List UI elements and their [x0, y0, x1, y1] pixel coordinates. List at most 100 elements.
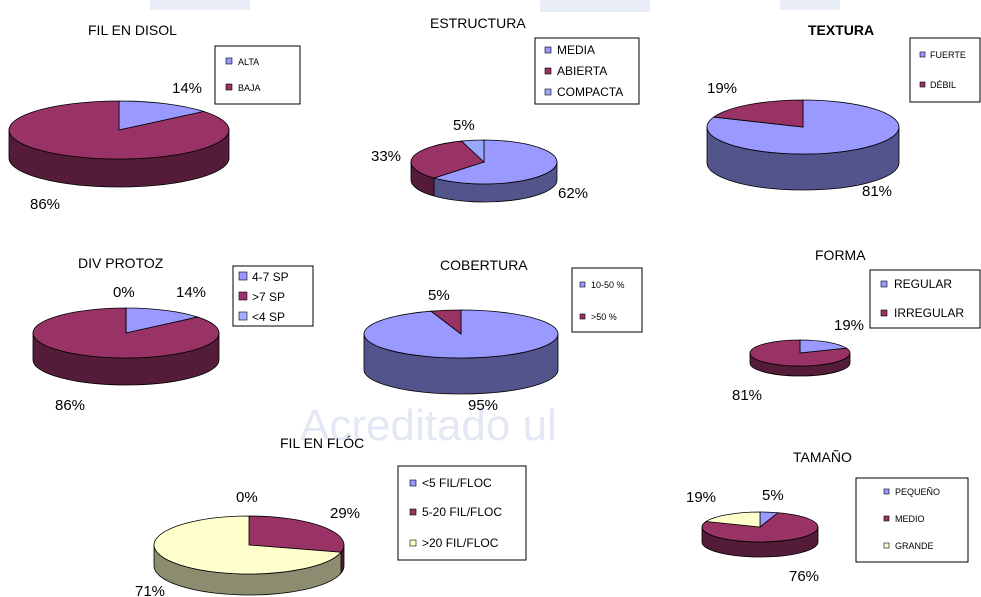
- pie-slice-top: [118, 100, 206, 131]
- pie-slice-top: [153, 515, 342, 575]
- legend-entry: FUERTE: [930, 50, 966, 60]
- pie-slice-top: [8, 100, 230, 160]
- legend-swatch: [579, 313, 586, 320]
- data-label: 71%: [135, 583, 165, 597]
- pie: [706, 99, 900, 191]
- legend-entry: <5 FIL/FLOC: [422, 476, 492, 490]
- legend-swatch: [883, 542, 890, 549]
- legend-swatch: [544, 46, 552, 54]
- legend-swatch: [238, 291, 248, 301]
- legend-entry: MEDIA: [557, 43, 595, 57]
- pie-slice-top: [460, 139, 485, 163]
- chart-title: FIL EN FLÓC: [280, 435, 364, 451]
- legend-swatch: [409, 479, 417, 487]
- legend-swatch: [883, 515, 890, 522]
- data-label: 33%: [371, 148, 401, 165]
- legend-swatch: [544, 67, 552, 75]
- chart-cobertura: COBERTURA 10-50 % >50 % 95% 5%: [363, 257, 643, 414]
- legend-entry: 4-7 SP: [252, 270, 289, 284]
- pie-slice-top: [429, 309, 462, 335]
- legend-entry: DÉBIL: [930, 80, 956, 90]
- pie-slice-top: [32, 307, 220, 359]
- pie-slice-top: [432, 139, 558, 185]
- legend-swatch: [225, 83, 233, 91]
- chart-fil-en-disol: FIL EN DISOL ALTA BAJA 14% 86%: [8, 22, 301, 213]
- data-label: 0%: [236, 489, 258, 506]
- legend-entry: MEDIO: [895, 514, 925, 524]
- data-label: 19%: [686, 489, 716, 506]
- legend-entry: 5-20 FIL/FLOC: [422, 505, 502, 519]
- pie: [32, 307, 220, 386]
- legend-box: [534, 37, 640, 105]
- data-label: 86%: [30, 196, 60, 213]
- pie: [749, 339, 851, 377]
- chart-div-protoz: DIV PROTOZ 4-7 SP >7 SP <4 SP 14% 86% 0%: [32, 255, 314, 414]
- chart-textura: TEXTURA FUERTE DÉBIL 81% 19%: [706, 22, 981, 200]
- legend-swatch: [880, 280, 888, 288]
- data-label: 5%: [453, 117, 475, 134]
- legend-swatch: [238, 311, 248, 321]
- legend-box: [855, 477, 969, 563]
- legend-swatch: [919, 81, 926, 88]
- pie-slice-top: [799, 339, 848, 354]
- chart-title: ESTRUCTURA: [430, 15, 526, 31]
- legend-swatch: [880, 309, 888, 317]
- chart-forma: FORMA REGULAR IRREGULAR 19% 81%: [732, 247, 981, 404]
- data-label: 5%: [762, 487, 784, 504]
- data-label: 95%: [468, 397, 498, 414]
- legend-entry: >20 FIL/FLOC: [422, 536, 499, 550]
- legend-entry: REGULAR: [894, 277, 952, 291]
- pie-slice-top: [749, 339, 851, 367]
- legend-box: [397, 465, 527, 561]
- legend-entry: PEQUEÑO: [895, 487, 940, 497]
- legend-swatch: [409, 539, 417, 547]
- pie-slice-top: [704, 511, 761, 528]
- watermark-stripe: [150, 0, 250, 10]
- pie: [410, 139, 558, 203]
- legend-entry: ABIERTA: [557, 64, 607, 78]
- watermark-text: Acreditado ul: [300, 401, 557, 450]
- legend-swatch: [919, 51, 926, 58]
- watermark-layer: Acreditado ul: [150, 0, 840, 450]
- data-label: 5%: [428, 287, 450, 304]
- data-label: 62%: [558, 185, 588, 202]
- legend-box: [214, 45, 301, 105]
- data-label: 0%: [113, 284, 135, 301]
- pie: [363, 309, 559, 395]
- legend-entry: BAJA: [238, 83, 261, 93]
- legend-swatch: [883, 488, 890, 495]
- data-label: 29%: [330, 505, 360, 522]
- data-label: 19%: [834, 317, 864, 334]
- legend-entry: IRREGULAR: [894, 306, 964, 320]
- legend-swatch: [238, 271, 248, 281]
- data-label: 86%: [55, 397, 85, 414]
- legend-entry: 10-50 %: [591, 280, 625, 290]
- data-label: 76%: [789, 568, 819, 585]
- chart-title: FORMA: [815, 247, 866, 263]
- pie-slice-top: [248, 515, 345, 553]
- legend-swatch: [544, 88, 552, 96]
- chart-estructura: ESTRUCTURA MEDIA ABIERTA COMPACTA 62% 33…: [371, 15, 640, 203]
- pie-slice-top: [125, 307, 200, 334]
- legend-entry: ALTA: [238, 57, 259, 67]
- data-label: 14%: [172, 80, 202, 97]
- data-label: 81%: [862, 183, 892, 200]
- legend-swatch: [579, 281, 586, 288]
- chart-title: DIV PROTOZ: [78, 255, 164, 271]
- data-label: 14%: [176, 284, 206, 301]
- pie: [8, 100, 230, 188]
- watermark-stripe: [540, 0, 650, 12]
- legend-box: [909, 37, 981, 103]
- chart-title: TAMAÑO: [793, 449, 852, 465]
- chart-title: TEXTURA: [808, 22, 874, 38]
- legend-entry: >7 SP: [252, 290, 285, 304]
- pie: [153, 515, 345, 596]
- pie-slice-top: [410, 140, 485, 179]
- chart-title: FIL EN DISOL: [88, 22, 177, 38]
- data-label: 81%: [732, 387, 762, 404]
- legend-entry: GRANDE: [895, 541, 934, 551]
- legend-entry: <4 SP: [252, 310, 285, 324]
- chart-title: COBERTURA: [440, 257, 528, 273]
- legend-box: [869, 269, 981, 329]
